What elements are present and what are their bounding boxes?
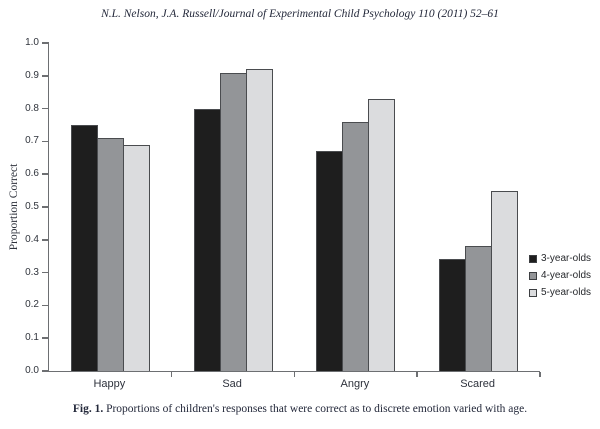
y-tick-label: 0.8 — [25, 102, 39, 114]
legend: 3-year-olds 4-year-olds 5-year-olds — [529, 250, 591, 301]
bar-group-angry — [295, 43, 418, 371]
x-label-happy: Happy — [93, 378, 126, 390]
y-tick-label: 0.5 — [25, 201, 39, 212]
legend-swatch-icon — [529, 271, 537, 280]
figure-caption-text: Proportions of children's responses that… — [106, 403, 528, 415]
x-tick-mark — [170, 372, 173, 377]
y-tick-mark — [42, 271, 49, 274]
figure-caption-label: Fig. 1. — [72, 403, 104, 415]
bar-scared-5-year-olds — [491, 190, 519, 371]
bar-group-happy — [49, 43, 172, 371]
legend-item-3-year-olds: 3-year-olds — [529, 250, 591, 267]
bar-group-scared — [417, 43, 540, 371]
figure-caption: Fig. 1. Proportions of children's respon… — [0, 403, 600, 415]
y-tick-mark — [42, 173, 49, 175]
bar-happy-4-year-olds — [96, 138, 124, 371]
x-label-scared: Scared — [460, 378, 496, 390]
x-label-sad: Sad — [222, 378, 242, 390]
y-tick-label: 0.2 — [25, 299, 39, 311]
bar-sad-5-year-olds — [245, 69, 273, 371]
legend-label: 5-year-olds — [541, 287, 592, 298]
y-tick-label: 0.0 — [25, 365, 39, 376]
bar-group-sad — [172, 43, 295, 371]
y-tick-label: 1.0 — [25, 37, 39, 48]
bar-angry-4-year-olds — [342, 121, 370, 371]
legend-item-4-year-olds: 4-year-olds — [529, 267, 591, 284]
legend-label: 4-year-olds — [541, 270, 592, 281]
y-tick-label: 0.7 — [25, 135, 39, 147]
x-tick-mark — [539, 372, 541, 377]
y-tick-mark — [42, 370, 49, 372]
bar-angry-5-year-olds — [368, 98, 396, 371]
y-tick-mark — [42, 107, 49, 110]
bar-scared-4-year-olds — [465, 246, 493, 371]
x-label-angry: Angry — [340, 378, 370, 390]
bar-sad-4-year-olds — [219, 72, 247, 371]
y-tick-mark — [42, 304, 49, 307]
y-tick-mark — [42, 337, 49, 339]
x-tick-mark — [416, 372, 418, 377]
y-tick-label: 0.3 — [25, 266, 39, 278]
y-tick-mark — [42, 239, 49, 241]
bar-happy-3-year-olds — [70, 125, 98, 371]
y-tick-mark — [42, 42, 49, 44]
plot-area: 0.0 0.1 0.2 0.3 0.4 0.5 0.6 0.7 0.8 0.9 1.0 — [25, 37, 541, 377]
y-tick-label: 0.1 — [25, 332, 39, 344]
y-tick-label: 0.9 — [25, 69, 39, 81]
bar-sad-3-year-olds — [193, 108, 221, 371]
x-axis-labels: Happy Sad Angry Scared — [48, 378, 539, 390]
x-tick-mark — [293, 372, 295, 377]
y-tick-label: 0.4 — [25, 233, 39, 245]
bar-happy-5-year-olds — [122, 144, 150, 371]
bar-groups — [49, 43, 540, 371]
legend-label: 3-year-olds — [541, 253, 592, 264]
y-tick-mark — [42, 75, 49, 77]
legend-swatch-icon — [529, 254, 537, 263]
y-axis-title: Proportion Correct — [8, 163, 20, 251]
bar-scared-3-year-olds — [439, 259, 467, 371]
legend-item-5-year-olds: 5-year-olds — [529, 284, 591, 301]
bar-angry-3-year-olds — [316, 151, 344, 371]
y-tick-mark — [42, 206, 49, 208]
journal-running-head: N.L. Nelson, J.A. Russell/Journal of Exp… — [101, 8, 499, 20]
y-tick-mark — [42, 140, 49, 143]
y-tick-label: 0.6 — [25, 168, 39, 180]
legend-swatch-icon — [529, 288, 537, 297]
